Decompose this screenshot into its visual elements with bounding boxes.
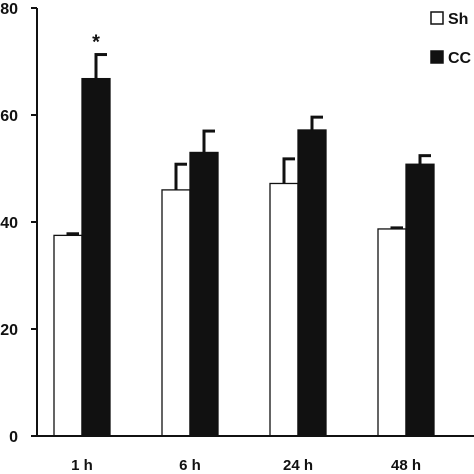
- y-tick-label: 40: [0, 215, 18, 232]
- bar-sh-2: [269, 182, 299, 437]
- y-tick-label: 80: [0, 1, 18, 18]
- legend-swatch-sh: [430, 11, 444, 25]
- bar-cc-2: [297, 129, 327, 437]
- legend-label-cc: CC: [448, 50, 472, 67]
- annotations: *: [92, 32, 100, 54]
- y-tick-label: 20: [0, 322, 18, 339]
- legend-label-sh: Sh: [448, 11, 468, 28]
- error-bar-layer: [66, 53, 431, 236]
- x-tick-label: 1 h: [71, 457, 93, 474]
- bar-sh-0: [53, 234, 83, 437]
- bar-cc-0: [81, 77, 111, 437]
- legend-swatch-cc: [430, 50, 444, 64]
- bar-sh-3: [377, 228, 407, 437]
- x-tick-labels: 1 h6 h24 h48 h72: [71, 457, 421, 474]
- y-tick-label: 0: [9, 429, 18, 446]
- y-tick-labels: 0 20 40 60 80: [0, 1, 18, 446]
- y-tick-label: 60: [0, 108, 18, 125]
- significance-star: *: [92, 32, 100, 54]
- axes: [31, 7, 474, 437]
- bar-layer: [53, 77, 435, 437]
- legend: Sh CC: [430, 11, 472, 67]
- bar-cc-3: [405, 163, 435, 437]
- bar-sh-1: [161, 189, 191, 437]
- x-tick-label: 48 h: [391, 457, 421, 474]
- x-tick-label: 24 h: [283, 457, 313, 474]
- x-tick-label: 6 h: [179, 457, 201, 474]
- bar-cc-1: [189, 151, 219, 437]
